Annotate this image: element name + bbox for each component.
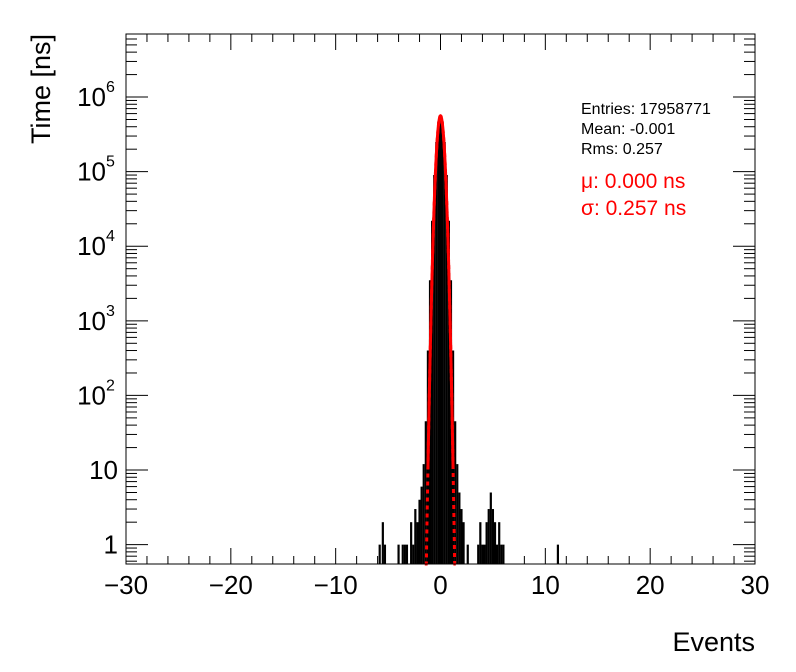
histogram-bins (378, 115, 560, 564)
axis-ticks (125, 33, 756, 564)
y-tick-exponent-3: 3 (106, 303, 115, 320)
y-tick-label-0: 1 (104, 530, 118, 560)
y-tick-exponent-5: 5 (106, 154, 115, 171)
x-tick-label-3: 0 (433, 570, 447, 600)
x-tick-label-1: −20 (209, 570, 253, 600)
y-tick-exponent-4: 4 (106, 228, 115, 245)
stats-entries: Entries: 17958771 (581, 101, 711, 118)
x-tick-label-5: 20 (636, 570, 665, 600)
y-tick-label-6: 10 (77, 82, 106, 112)
stats-mean: Mean: -0.001 (581, 121, 675, 138)
fit-sigma-label: σ: 0.257 ns (581, 197, 686, 220)
y-tick-exponent-6: 6 (106, 79, 115, 96)
y-tick-label-3: 10 (77, 306, 106, 336)
x-tick-label-6: 30 (741, 570, 770, 600)
x-tick-label-2: −10 (314, 570, 358, 600)
y-tick-label-1: 10 (89, 455, 118, 485)
x-axis-title: Events (672, 627, 755, 657)
y-tick-label-2: 10 (77, 380, 106, 410)
fit-curve (426, 114, 455, 470)
y-tick-label-4: 10 (77, 231, 106, 261)
y-tick-exponent-2: 2 (106, 377, 115, 394)
y-tick-label-5: 10 (77, 157, 106, 187)
fit-mu-label: μ: 0.000 ns (581, 170, 685, 193)
stats-box: Entries: 17958771 Mean: -0.001 Rms: 0.25… (581, 101, 711, 220)
stats-rms: Rms: 0.257 (581, 141, 663, 158)
x-tick-label-4: 10 (531, 570, 560, 600)
y-axis-title: Time [ns] (26, 34, 56, 144)
x-tick-label-0: −30 (104, 570, 148, 600)
fit-curve-group (424, 114, 457, 566)
